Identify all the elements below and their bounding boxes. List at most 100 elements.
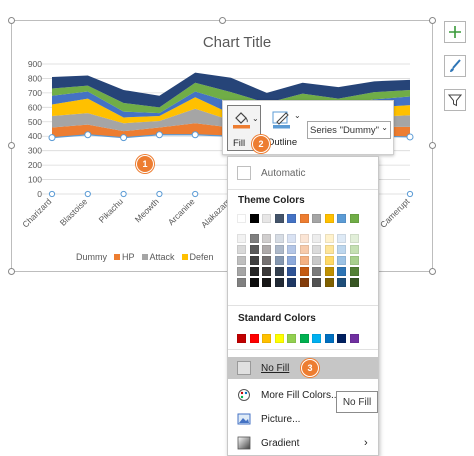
theme-shade-swatch[interactable] (312, 267, 321, 276)
theme-shade-swatch[interactable] (299, 267, 309, 276)
theme-shade-swatch[interactable] (249, 234, 259, 243)
theme-shade-swatch[interactable] (337, 278, 346, 287)
theme-shade-swatch[interactable] (299, 245, 309, 254)
theme-shade-swatch[interactable] (249, 256, 259, 265)
automatic-option[interactable]: Automatic (228, 162, 378, 184)
resize-handle-middle-right[interactable] (429, 142, 436, 149)
theme-color-swatch[interactable] (249, 214, 259, 223)
theme-shade-swatch[interactable] (262, 278, 271, 287)
resize-handle-middle-left[interactable] (8, 142, 15, 149)
theme-shade-swatch[interactable] (237, 234, 246, 243)
baseline-point[interactable] (48, 190, 56, 198)
series-point[interactable] (155, 131, 163, 139)
baseline-point[interactable] (84, 190, 91, 198)
theme-shade-swatch[interactable] (324, 234, 334, 243)
theme-shade-swatch[interactable] (324, 256, 334, 265)
chart-styles-button[interactable] (444, 55, 466, 77)
theme-color-swatch[interactable] (337, 214, 346, 223)
outline-button[interactable]: ⌄ Outline (267, 105, 305, 151)
theme-shade-swatch[interactable] (312, 278, 321, 287)
theme-shade-swatch[interactable] (324, 267, 334, 276)
standard-color-swatch[interactable] (349, 334, 359, 343)
standard-color-swatch[interactable] (262, 334, 271, 343)
standard-color-swatch[interactable] (237, 334, 246, 343)
theme-shade-swatch[interactable] (349, 234, 359, 243)
theme-shade-swatch[interactable] (312, 256, 321, 265)
baseline-point[interactable] (192, 190, 199, 198)
theme-shade-swatch[interactable] (349, 245, 359, 254)
baseline-point[interactable] (406, 190, 414, 198)
theme-color-swatch[interactable] (324, 214, 334, 223)
resize-handle-top-middle[interactable] (219, 17, 226, 24)
theme-shade-swatch[interactable] (237, 278, 246, 287)
standard-color-swatch[interactable] (274, 334, 284, 343)
theme-shade-swatch[interactable] (287, 267, 296, 276)
theme-color-swatch[interactable] (349, 214, 359, 223)
theme-shade-swatch[interactable] (262, 267, 271, 276)
theme-color-swatch[interactable] (274, 214, 284, 223)
standard-color-swatch[interactable] (299, 334, 309, 343)
theme-color-swatch[interactable] (299, 214, 309, 223)
theme-shade-swatch[interactable] (249, 278, 259, 287)
theme-shade-swatch[interactable] (337, 267, 346, 276)
theme-shade-swatch[interactable] (337, 245, 346, 254)
theme-shade-swatch[interactable] (237, 267, 246, 276)
theme-shade-swatch[interactable] (349, 278, 359, 287)
series-point[interactable] (84, 131, 92, 139)
theme-shade-swatch[interactable] (237, 245, 246, 254)
theme-shade-swatch[interactable] (337, 234, 346, 243)
series-point[interactable] (406, 133, 414, 141)
theme-shade-swatch[interactable] (349, 256, 359, 265)
chart-filters-button[interactable] (444, 89, 466, 111)
area-series-series-6[interactable] (52, 72, 410, 108)
resize-handle-bottom-left[interactable] (8, 268, 15, 275)
theme-shade-swatch[interactable] (262, 245, 271, 254)
theme-color-swatch[interactable] (287, 214, 296, 223)
theme-shade-swatch[interactable] (349, 267, 359, 276)
resize-handle-bottom-right[interactable] (429, 268, 436, 275)
theme-color-swatch[interactable] (312, 214, 321, 223)
theme-shade-swatch[interactable] (299, 278, 309, 287)
standard-color-swatch[interactable] (337, 334, 346, 343)
gradient-option[interactable]: Gradient › (228, 432, 378, 454)
theme-shade-swatch[interactable] (237, 256, 246, 265)
standard-color-swatch[interactable] (249, 334, 259, 343)
fill-button[interactable]: ⌄ Fill (227, 105, 261, 151)
theme-shade-swatch[interactable] (262, 256, 271, 265)
theme-shade-swatch[interactable] (274, 267, 284, 276)
theme-shade-swatch[interactable] (249, 267, 259, 276)
more-fill-colors-option[interactable]: More Fill Colors... (228, 384, 378, 406)
theme-shade-swatch[interactable] (274, 256, 284, 265)
standard-color-swatch[interactable] (324, 334, 334, 343)
theme-shade-swatch[interactable] (262, 234, 271, 243)
theme-color-swatch[interactable] (237, 214, 246, 223)
chart-elements-button[interactable] (444, 21, 466, 43)
picture-option[interactable]: Picture... (228, 408, 378, 430)
theme-shade-swatch[interactable] (274, 234, 284, 243)
theme-shade-swatch[interactable] (287, 234, 296, 243)
resize-handle-top-left[interactable] (8, 17, 15, 24)
theme-shade-swatch[interactable] (287, 245, 296, 254)
theme-shade-swatch[interactable] (324, 245, 334, 254)
standard-color-swatch[interactable] (312, 334, 321, 343)
theme-shade-swatch[interactable] (274, 245, 284, 254)
theme-shade-swatch[interactable] (299, 234, 309, 243)
baseline-point[interactable] (156, 190, 163, 198)
baseline-point[interactable] (120, 190, 127, 198)
theme-shade-swatch[interactable] (274, 278, 284, 287)
chart-title[interactable]: Chart Title (202, 34, 272, 51)
theme-shade-swatch[interactable] (287, 278, 296, 287)
theme-shade-swatch[interactable] (312, 234, 321, 243)
series-point[interactable] (120, 134, 128, 142)
theme-shade-swatch[interactable] (312, 245, 321, 254)
resize-handle-top-right[interactable] (429, 17, 436, 24)
series-select[interactable]: Series "Dummy" ⌄ (307, 121, 391, 139)
theme-shade-swatch[interactable] (249, 245, 259, 254)
theme-shade-swatch[interactable] (299, 256, 309, 265)
theme-shade-swatch[interactable] (337, 256, 346, 265)
theme-shade-swatch[interactable] (287, 256, 296, 265)
theme-color-swatch[interactable] (262, 214, 271, 223)
series-point[interactable] (48, 134, 56, 142)
theme-shade-swatch[interactable] (324, 278, 334, 287)
series-point[interactable] (191, 131, 199, 139)
